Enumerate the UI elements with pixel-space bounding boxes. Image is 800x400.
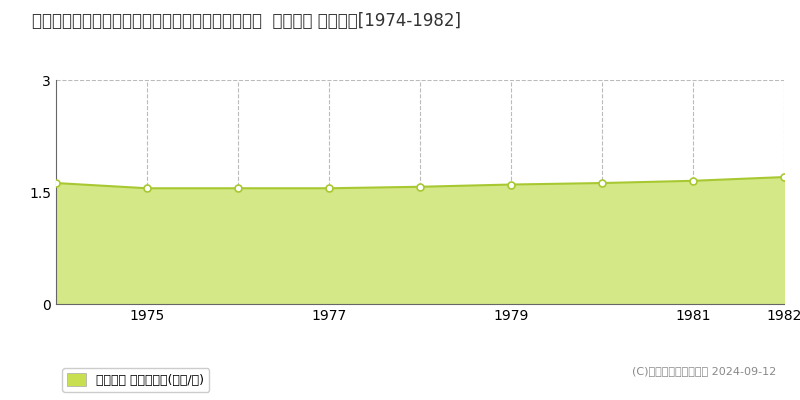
Text: 青森県南津軽郡田舎館村大字諏訪堂字村元３０番１  地価公示 地価推移[1974-1982]: 青森県南津軽郡田舎館村大字諏訪堂字村元３０番１ 地価公示 地価推移[1974-1… bbox=[32, 12, 461, 30]
Text: (C)土地価格ドットコム 2024-09-12: (C)土地価格ドットコム 2024-09-12 bbox=[632, 366, 776, 376]
Legend: 地価公示 平均坪単価(万円/坪): 地価公示 平均坪単価(万円/坪) bbox=[62, 368, 209, 392]
